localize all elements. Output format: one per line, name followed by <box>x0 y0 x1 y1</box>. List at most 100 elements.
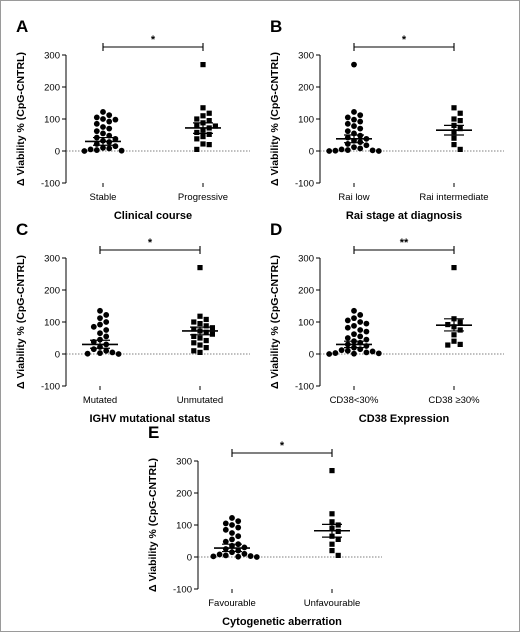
data-point <box>235 553 242 560</box>
y-tick-label: 200 <box>44 83 60 94</box>
data-point <box>209 325 215 331</box>
data-point <box>103 319 110 325</box>
y-tick-label: 0 <box>187 553 192 564</box>
data-point <box>241 550 248 557</box>
y-tick-label: 200 <box>298 286 314 297</box>
data-point <box>357 125 364 132</box>
data-point <box>112 143 119 150</box>
data-point <box>351 350 357 357</box>
y-tick-label: 300 <box>298 51 314 62</box>
data-point <box>351 331 357 338</box>
data-point <box>451 135 457 141</box>
data-point <box>97 336 103 343</box>
data-point <box>326 148 333 154</box>
data-point <box>93 147 100 153</box>
data-point <box>344 120 351 127</box>
data-point <box>97 330 103 337</box>
data-point <box>457 319 463 325</box>
data-point <box>332 350 339 356</box>
y-tick-label: 0 <box>55 147 60 158</box>
data-point <box>457 146 463 152</box>
data-point <box>329 519 335 525</box>
x-axis-label: IGHV mutational status <box>89 413 210 425</box>
data-point <box>93 120 100 127</box>
data-point <box>375 148 382 154</box>
data-point <box>103 347 110 354</box>
data-point <box>90 346 97 353</box>
chart-panel-b: B 300 200 100 0 -100 Δ Viability % (CpG-CNTRL)… <box>269 17 504 222</box>
y-tick-label: 200 <box>298 83 314 94</box>
data-point <box>194 136 200 142</box>
data-point <box>247 553 254 559</box>
data-point <box>97 321 103 328</box>
data-point <box>97 350 103 356</box>
data-point <box>332 147 339 154</box>
category-label: Rai intermediate <box>419 192 488 203</box>
data-point <box>100 116 106 122</box>
data-point <box>222 526 229 533</box>
data-point <box>206 110 212 116</box>
data-point <box>100 144 106 151</box>
category-label: Unmutated <box>177 395 223 406</box>
y-tick-label: -100 <box>41 179 60 190</box>
data-point <box>106 125 113 132</box>
data-point <box>344 147 351 153</box>
data-point <box>369 147 376 154</box>
data-point <box>203 345 209 351</box>
data-point <box>457 110 463 116</box>
chart-panel-e: E 300 200 100 0 -100 Δ Viability % (CpG-CNTRL)… <box>147 423 382 628</box>
data-point <box>326 351 333 357</box>
data-point <box>335 552 341 558</box>
y-tick-label: -100 <box>295 382 314 393</box>
data-point <box>457 341 463 347</box>
data-point <box>93 128 100 135</box>
data-point <box>200 134 206 140</box>
data-point <box>351 144 357 151</box>
data-point <box>235 518 242 525</box>
category-label: Progressive <box>178 192 228 203</box>
data-point <box>369 348 376 355</box>
x-axis-label: CD38 Expression <box>359 413 450 425</box>
data-point <box>344 335 351 341</box>
data-point <box>103 312 110 318</box>
chart-panel-d: D 300 200 100 0 -100 Δ Viability % (CpG-CNTRL)… <box>269 220 504 425</box>
data-point <box>357 118 364 125</box>
data-point <box>351 315 357 322</box>
data-point <box>191 340 197 346</box>
data-point <box>335 522 341 528</box>
data-point <box>229 549 235 556</box>
data-point <box>90 323 97 330</box>
data-point <box>115 351 122 357</box>
data-point <box>229 515 235 521</box>
panel-letter: A <box>16 17 28 36</box>
data-point <box>191 326 197 332</box>
data-point <box>97 315 103 322</box>
y-tick-label: 0 <box>55 350 60 361</box>
y-tick-label: 300 <box>176 457 192 468</box>
data-point <box>451 265 457 271</box>
data-point <box>197 349 203 355</box>
data-point <box>344 324 351 331</box>
significance-marker: * <box>280 440 285 452</box>
data-point <box>212 123 218 129</box>
y-tick-label: 300 <box>44 254 60 265</box>
data-point <box>209 331 215 337</box>
data-point <box>357 312 364 318</box>
data-point <box>363 349 370 356</box>
category-label: Unfavourable <box>304 598 361 609</box>
y-tick-label: 200 <box>44 286 60 297</box>
data-point <box>253 554 260 560</box>
data-point <box>329 468 335 474</box>
data-point <box>206 142 212 148</box>
data-point <box>457 126 463 132</box>
data-point <box>357 132 364 139</box>
data-point <box>338 347 345 354</box>
data-point <box>451 332 457 338</box>
data-point <box>351 116 357 123</box>
y-tick-label: -100 <box>173 585 192 596</box>
data-point <box>100 124 106 130</box>
data-point <box>451 105 457 111</box>
data-point <box>194 116 200 122</box>
data-point <box>203 316 209 323</box>
